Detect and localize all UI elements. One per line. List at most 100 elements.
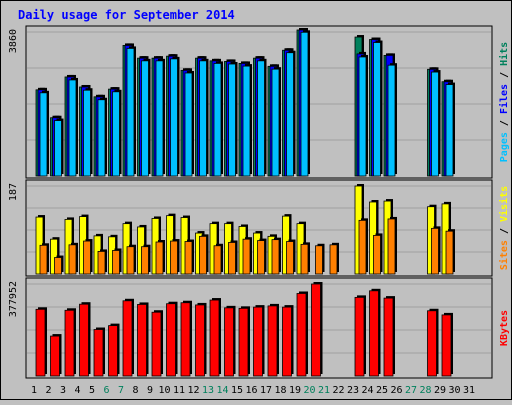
- sites-visits-bars: [35, 184, 455, 275]
- kbytes-bars: [35, 282, 453, 377]
- day-label: 23: [347, 385, 359, 396]
- bar-sites-day-28: [431, 227, 439, 275]
- sites-visits-legend: Sites / Visits: [498, 186, 510, 270]
- legend-separator: /: [499, 114, 510, 132]
- legend-files: Files: [498, 84, 510, 114]
- day-label: 30: [448, 385, 460, 396]
- chart-panels: 3860 Pages / Files / Hits 187 Sites / Visit…: [8, 25, 510, 379]
- bar-pages-day-11: [184, 72, 193, 177]
- bar-sites-day-4: [83, 240, 91, 275]
- bar-pages-day-15: [242, 65, 251, 177]
- bar-pages-day-13: [213, 63, 222, 177]
- bar-kbytes-day-8: [137, 304, 147, 377]
- day-label: 20: [303, 385, 315, 396]
- bar-kbytes-day-19: [296, 293, 307, 377]
- bar-sites-day-6: [112, 250, 120, 275]
- bar-kbytes-day-9: [151, 311, 162, 377]
- bar-pages-day-10: [170, 58, 178, 177]
- day-label: 1: [31, 385, 37, 396]
- bar-sites-day-2: [54, 257, 62, 275]
- bar-sites-day-5: [97, 251, 106, 275]
- day-label: 2: [45, 385, 51, 396]
- day-label: 31: [463, 385, 475, 396]
- day-label: 7: [118, 385, 124, 396]
- bar-sites-day-9: [155, 241, 164, 275]
- bar-pages-day-14: [228, 63, 236, 177]
- day-label: 14: [216, 385, 228, 396]
- bar-sites-day-12: [199, 235, 207, 275]
- sites-visits-axis-max: 187: [8, 183, 19, 201]
- bar-sites-day-10: [170, 240, 178, 275]
- day-label: 10: [158, 385, 170, 396]
- bar-kbytes-day-14: [224, 307, 234, 377]
- kbytes-axis-max: 377952: [8, 281, 19, 317]
- bar-pages-day-17: [271, 68, 280, 177]
- bar-kbytes-day-24: [369, 290, 379, 377]
- bar-kbytes-day-29: [441, 314, 452, 377]
- bar-pages-day-1: [39, 92, 48, 177]
- bar-sites-day-14: [228, 242, 236, 275]
- bar-sites-day-19: [300, 243, 309, 275]
- bar-sites-day-18: [286, 241, 294, 275]
- bar-sites-day-20: [315, 245, 323, 275]
- legend-separator: /: [499, 66, 510, 84]
- day-label: 26: [390, 385, 402, 396]
- bar-pages-day-25: [387, 64, 396, 177]
- bar-sites-day-8: [141, 246, 149, 275]
- bar-sites-day-29: [445, 230, 454, 275]
- bar-kbytes-day-12: [195, 304, 205, 377]
- bar-pages-day-2: [54, 120, 62, 177]
- bar-pages-day-29: [445, 84, 454, 177]
- day-label: 3: [60, 385, 66, 396]
- bar-sites-day-25: [387, 218, 396, 275]
- bar-kbytes-day-17: [267, 305, 278, 377]
- bar-pages-day-24: [373, 42, 381, 177]
- bar-kbytes-day-25: [383, 297, 394, 377]
- bar-kbytes-day-5: [93, 329, 104, 377]
- day-label: 4: [74, 385, 80, 396]
- legend-visits: Visits: [498, 186, 510, 222]
- bar-pages-day-8: [141, 60, 149, 177]
- kbytes-panel: 377952 KBytes: [8, 277, 510, 379]
- bar-sites-day-13: [213, 245, 222, 275]
- sites-visits-panel: 187 Sites / Visits: [8, 179, 510, 277]
- bar-pages-day-3: [68, 79, 77, 177]
- bar-kbytes-day-10: [166, 303, 176, 377]
- bar-sites-day-15: [242, 238, 251, 275]
- pages-files-hits-legend: Pages / Files / Hits: [498, 42, 510, 162]
- bar-sites-day-17: [271, 239, 280, 275]
- bar-kbytes-day-3: [64, 309, 75, 377]
- legend-separator: /: [499, 222, 510, 240]
- bar-kbytes-day-4: [79, 303, 89, 377]
- bar-sites-day-7: [126, 246, 135, 275]
- bar-sites-day-1: [39, 244, 48, 275]
- bar-pages-day-4: [83, 89, 91, 177]
- day-label: 28: [419, 385, 431, 396]
- bar-kbytes-day-1: [35, 308, 46, 377]
- bar-sites-day-23: [358, 219, 367, 275]
- bar-kbytes-day-20: [311, 283, 321, 377]
- bar-pages-day-5: [97, 99, 106, 177]
- bar-pages-day-18: [286, 52, 294, 177]
- bar-pages-day-6: [112, 91, 120, 177]
- bar-sites-day-3: [68, 244, 77, 275]
- day-label: 8: [132, 385, 138, 396]
- day-label: 12: [187, 385, 199, 396]
- bar-sites-day-16: [257, 240, 265, 275]
- bar-kbytes-day-16: [253, 306, 263, 377]
- day-label: 9: [147, 385, 153, 396]
- day-label: 21: [318, 385, 330, 396]
- day-labels: 1 2 3 4 5 6 7 8 9 10 11 12 13 14 15 16 17 18 19 20 21 22 23 24 2…: [31, 385, 475, 396]
- day-label: 11: [173, 385, 185, 396]
- bar-kbytes-day-18: [282, 306, 292, 377]
- day-label: 22: [332, 385, 344, 396]
- bar-kbytes-day-11: [180, 302, 191, 377]
- bar-kbytes-day-7: [122, 300, 133, 377]
- day-label: 25: [376, 385, 388, 396]
- bar-pages-day-9: [155, 60, 164, 177]
- bar-sites-day-11: [184, 241, 193, 275]
- legend-pages: Pages: [499, 132, 510, 162]
- pages-files-hits-axis-max: 3860: [8, 29, 19, 53]
